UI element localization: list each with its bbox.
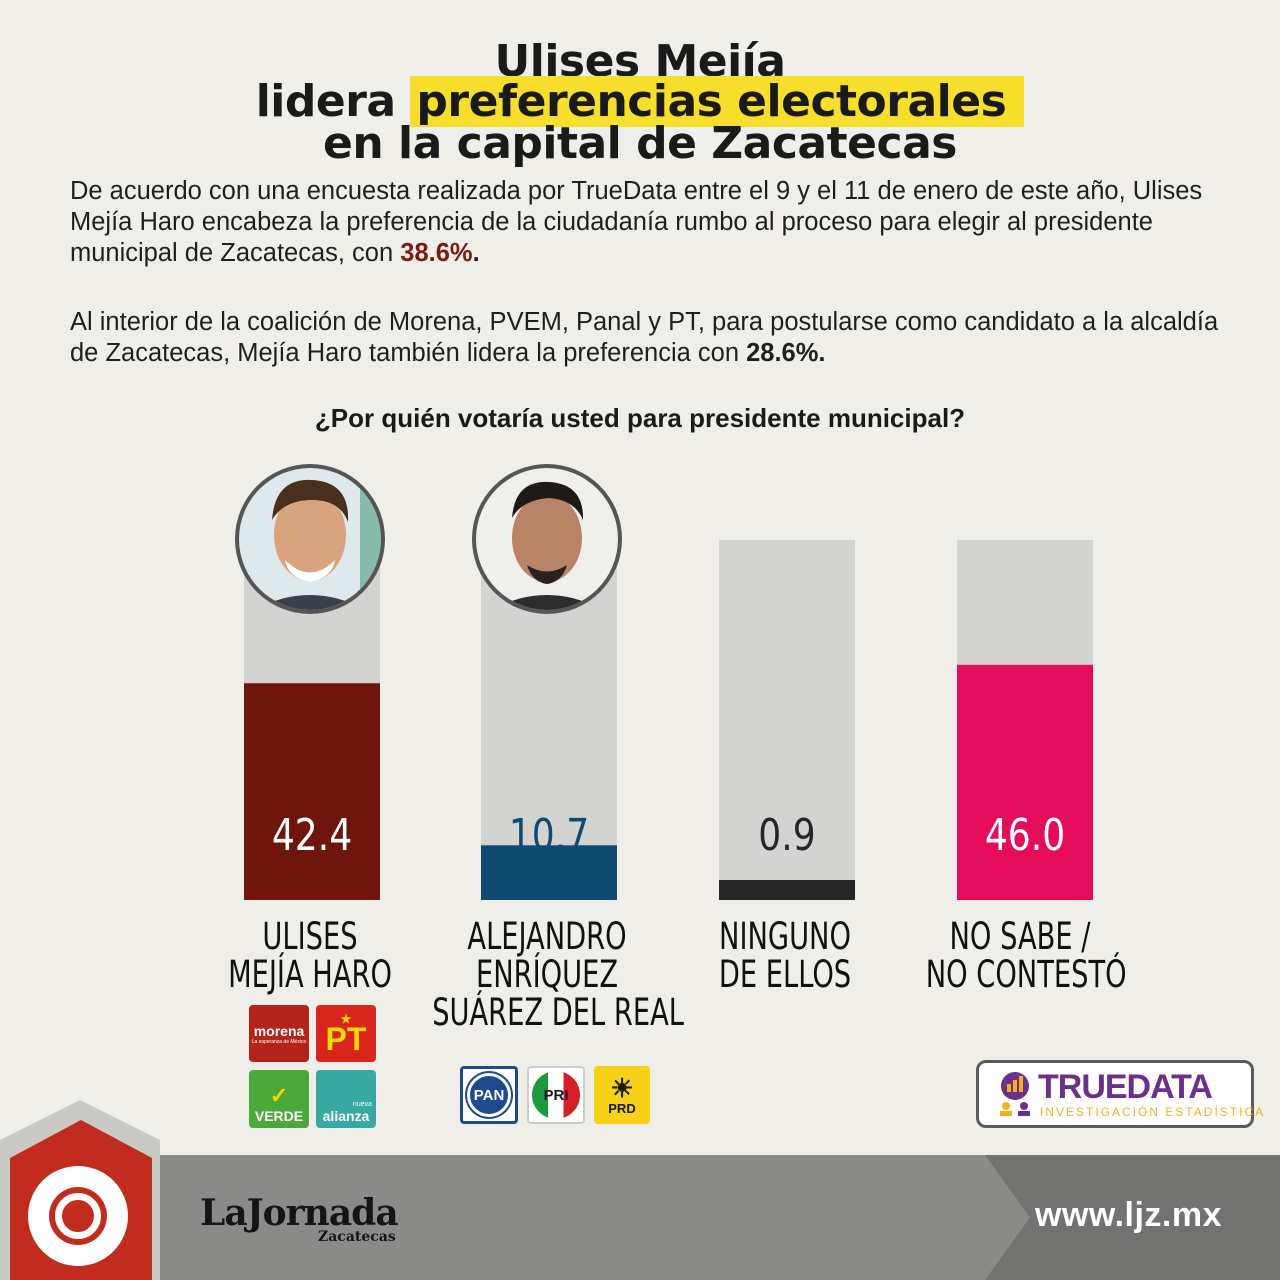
survey-question: ¿Por quién votaría usted para presidente… (314, 403, 966, 433)
pri-logo: PRI (527, 1066, 585, 1124)
pri-logo-circle: PRI (532, 1071, 580, 1119)
intro-period: . (472, 239, 480, 267)
candidate-name-line: ULISES (262, 915, 358, 958)
truedata-name: TRUEDATA (1038, 1068, 1213, 1106)
coalition-text: Al interior de la coalición de Morena, P… (70, 308, 1219, 367)
bar-ninguno (719, 880, 855, 900)
toucan-icon: ✓ (269, 1083, 289, 1108)
title-line-2-prefix: lidera (255, 76, 411, 127)
candidate-name-line: MEJÍA HARO (228, 953, 392, 996)
title-highlight: preferencias electorales (410, 76, 1025, 127)
intro-percentage: 38.6% (400, 239, 473, 267)
pri-logo-text: PRI (543, 1086, 569, 1104)
sun-center-icon (55, 1193, 101, 1239)
candidate-name-line: ALEJANDRO (467, 915, 627, 958)
morena-logo: morena La esperanza de México (249, 1005, 309, 1062)
option-name-no-sabe: NO SABE / NO CONTESTÓ (925, 915, 1127, 996)
bar-track-ninguno (719, 540, 855, 900)
website-url[interactable]: www.ljz.mx (1035, 1196, 1223, 1234)
intro-paragraph: De acuerdo con una encuesta realizada po… (70, 176, 1230, 269)
value-labels-layer: 42.4 10.7 0.9 46.0 (272, 811, 1065, 861)
newspaper-name: LaJornada (200, 1192, 399, 1234)
truedata-logo (976, 1060, 1254, 1128)
verde-logo-text: VERDE (254, 1108, 304, 1124)
intro-text: De acuerdo con una encuesta realizada po… (70, 177, 1203, 267)
alianza-logo-subtext: nueva (352, 1101, 372, 1108)
option-name-ninguno: NINGUNO DE ELLOS (703, 918, 867, 994)
pan-logo: PAN (460, 1066, 518, 1124)
value-label-ninguno: 0.9 (758, 811, 815, 861)
candidate-photo-ulises (235, 464, 385, 614)
alianza-logo-text: alianza (322, 1108, 370, 1124)
option-name-line: NO CONTESTÓ (925, 953, 1127, 996)
footer-url-band (985, 1155, 1280, 1280)
la-jornada-sun-icon (28, 1166, 128, 1266)
coalition-paragraph: Al interior de la coalición de Morena, P… (70, 307, 1230, 369)
bar-no-sabe (957, 664, 1093, 900)
pt-logo-text: PT (325, 1020, 367, 1057)
candidate-name-line: SUÁREZ DEL REAL (432, 991, 684, 1034)
verde-logo: ✓ VERDE (249, 1070, 309, 1128)
title-line-3: en la capital de Zacatecas (323, 118, 957, 169)
pt-star-icon: ★ (340, 1011, 352, 1026)
bars-layer (244, 540, 1093, 900)
candidate-name-alejandro: ALEJANDRO ENRÍQUEZ SUÁREZ DEL REAL (432, 915, 684, 1034)
coalition-percentage: 28.6%. (746, 339, 826, 367)
pan-logo-circle: PAN (467, 1073, 511, 1117)
value-label-no-sabe: 46.0 (985, 811, 1065, 861)
nueva-alianza-logo: nueva alianza (316, 1070, 376, 1128)
pan-logo-text: PAN (473, 1086, 505, 1104)
pt-logo: ★ PT (316, 1005, 376, 1062)
value-label-alejandro: 10.7 (509, 811, 589, 861)
aztec-sun-icon: ☀ (610, 1072, 634, 1103)
value-label-ulises: 42.4 (272, 811, 352, 861)
truedata-tagline: INVESTIGACIÓN ESTADÍSTICA (1040, 1105, 1266, 1119)
option-name-line: NO SABE / (949, 915, 1091, 958)
newspaper-edition: Zacatecas (318, 1229, 396, 1245)
truedata-icon (1000, 1072, 1030, 1116)
candidate-photo-alejandro (472, 464, 622, 614)
prd-logo-text: PRD (608, 1100, 636, 1116)
bar-alejandro (481, 845, 617, 900)
bar-ulises (244, 683, 380, 900)
prd-logo: ☀ PRD (594, 1066, 650, 1124)
title-line-2: lidera preferencias electorales (0, 76, 1280, 127)
option-name-line: DE ELLOS (718, 953, 852, 996)
bar-chart: 42.4 10.7 0.9 46.0 (235, 464, 1093, 900)
morena-logo-subtext: La esperanza de México (251, 1038, 307, 1045)
option-name-line: NINGUNO (719, 915, 851, 958)
morena-logo-text: morena (253, 1022, 305, 1039)
candidate-name-ulises: ULISES MEJÍA HARO (228, 918, 392, 994)
candidate-name-line: ENRÍQUEZ (475, 953, 619, 996)
